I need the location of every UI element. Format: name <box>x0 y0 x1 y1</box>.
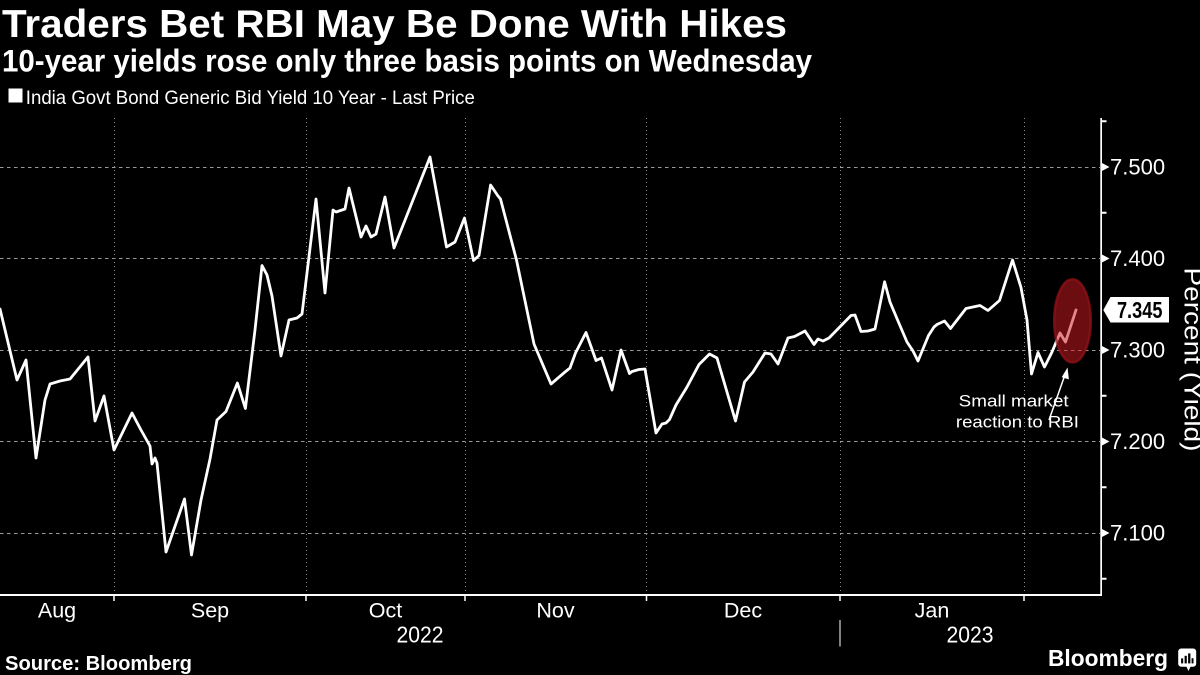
svg-text:Jan: Jan <box>915 598 950 622</box>
svg-text:7.345: 7.345 <box>1117 297 1163 323</box>
svg-text:7.200: 7.200 <box>1110 429 1165 454</box>
svg-text:Aug: Aug <box>38 598 76 622</box>
svg-text:India Govt Bond Generic Bid Yi: India Govt Bond Generic Bid Yield 10 Yea… <box>26 87 475 109</box>
svg-text:Sep: Sep <box>191 598 229 622</box>
svg-text:7.300: 7.300 <box>1110 338 1165 363</box>
svg-text:reaction to RBI: reaction to RBI <box>956 414 1079 432</box>
svg-text:7.500: 7.500 <box>1110 155 1165 180</box>
svg-text:Small market: Small market <box>959 393 1069 411</box>
svg-text:2023: 2023 <box>947 622 994 648</box>
svg-text:7.400: 7.400 <box>1110 246 1165 271</box>
svg-text:10-year yields rose only three: 10-year yields rose only three basis poi… <box>2 43 812 79</box>
svg-text:Percent (Yield): Percent (Yield) <box>1179 268 1200 452</box>
svg-text:Nov: Nov <box>536 598 574 622</box>
svg-text:Oct: Oct <box>369 598 402 622</box>
svg-text:7.100: 7.100 <box>1110 521 1165 546</box>
svg-text:Dec: Dec <box>724 598 762 622</box>
svg-text:Traders Bet RBI May Be Done Wi: Traders Bet RBI May Be Done With Hikes <box>2 3 787 46</box>
svg-text:2022: 2022 <box>397 622 444 648</box>
svg-text:Source: Bloomberg: Source: Bloomberg <box>5 652 192 675</box>
svg-text:Bloomberg: Bloomberg <box>1048 645 1168 671</box>
